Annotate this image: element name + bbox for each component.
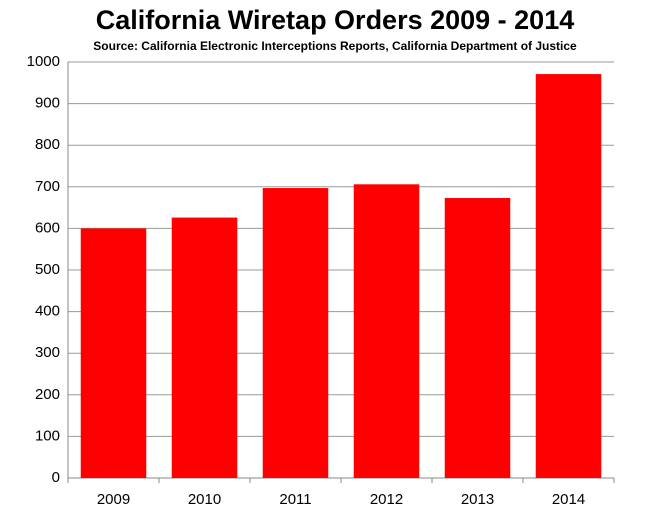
y-tick-label: 0 xyxy=(52,469,60,486)
x-tick-label: 2014 xyxy=(552,491,585,508)
x-tick-label: 2011 xyxy=(279,491,311,508)
bar xyxy=(444,198,511,479)
bar xyxy=(535,74,602,479)
x-tick-label: 2012 xyxy=(370,491,403,508)
y-tick-label: 1000 xyxy=(27,53,60,70)
x-tick-label: 2013 xyxy=(461,491,494,508)
y-tick-label: 500 xyxy=(35,261,60,278)
chart-subtitle: Source: California Electronic Intercepti… xyxy=(93,39,577,53)
y-tick-label: 600 xyxy=(35,219,60,236)
x-tick-label: 2010 xyxy=(188,491,221,508)
y-tick-label: 200 xyxy=(35,386,60,403)
bar xyxy=(262,188,329,478)
y-tick-label: 400 xyxy=(35,303,60,320)
bar xyxy=(80,228,147,478)
bar xyxy=(353,184,420,478)
y-tick-label: 900 xyxy=(35,95,60,112)
x-tick-label: 2009 xyxy=(97,491,130,508)
y-tick-label: 100 xyxy=(35,427,60,444)
bar xyxy=(171,217,238,479)
y-tick-label: 700 xyxy=(35,178,60,195)
y-tick-label: 800 xyxy=(35,136,60,153)
chart-title: California Wiretap Orders 2009 - 2014 xyxy=(96,5,574,35)
y-tick-label: 300 xyxy=(35,344,60,361)
